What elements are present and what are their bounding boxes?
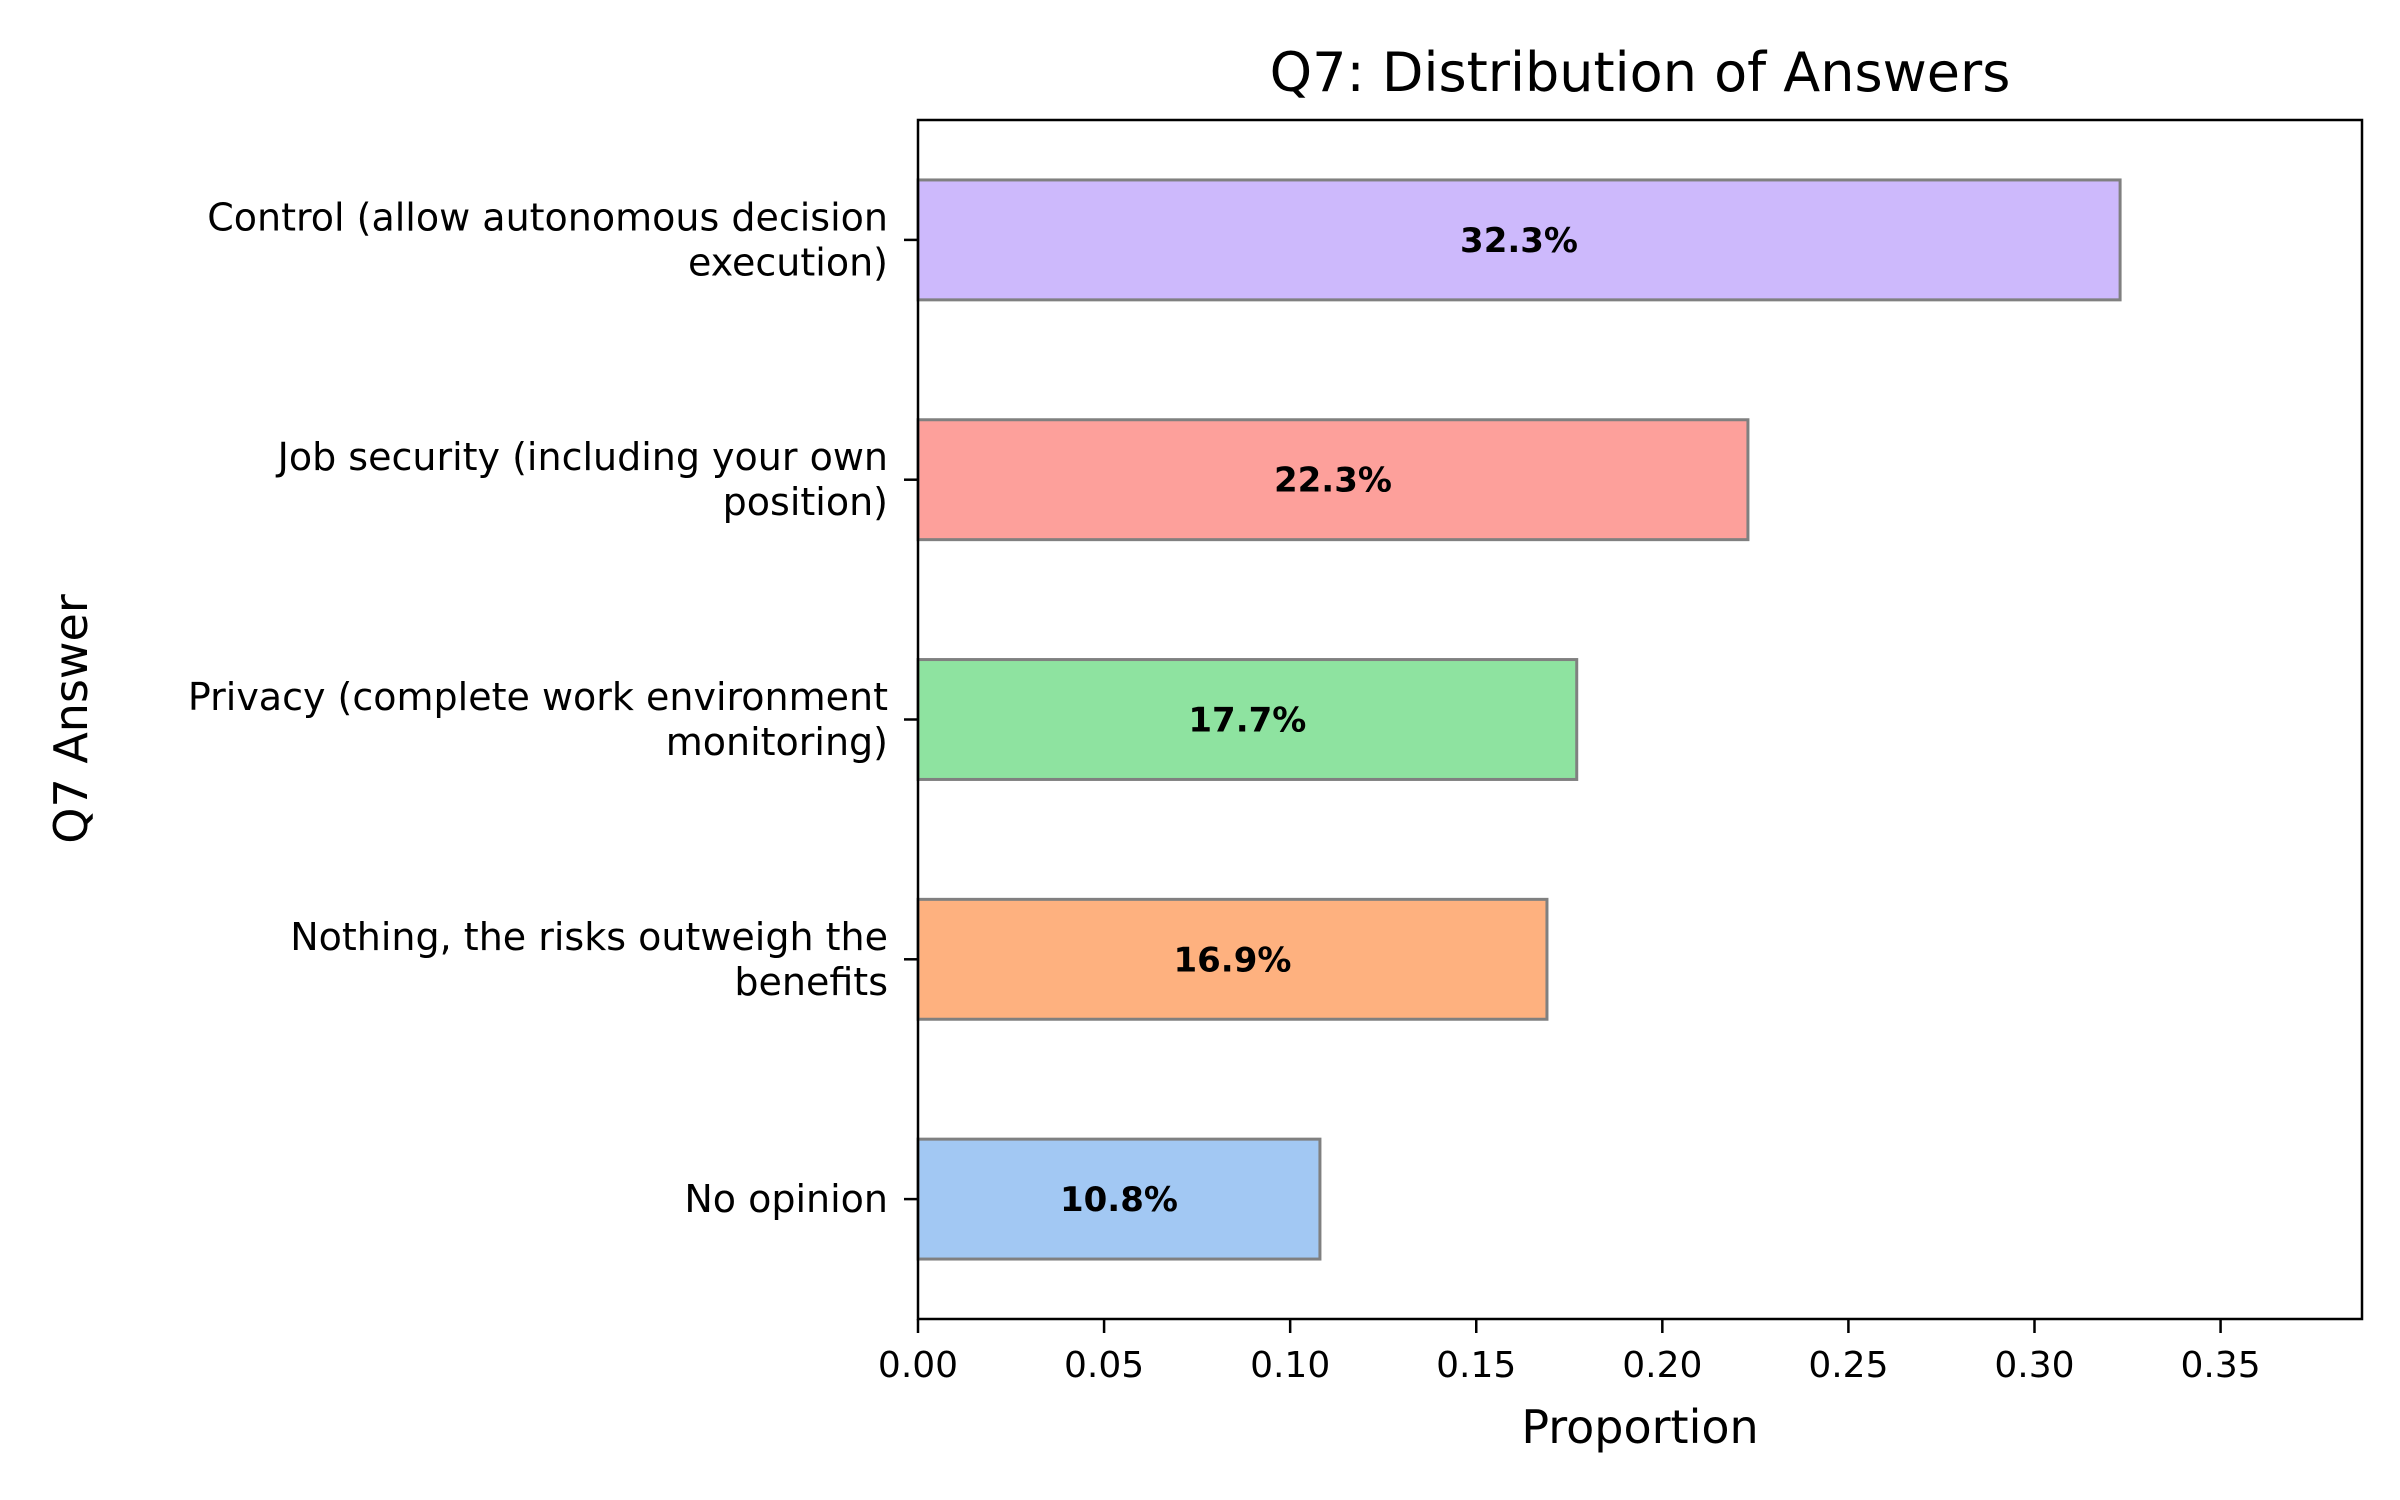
bar	[916, 1137, 1322, 1261]
category-label: Nothing, the risks outweigh the benefits	[290, 915, 888, 1004]
bar-value-label: 17.7%	[1188, 701, 1306, 741]
x-tick-label: 0.05	[1064, 1345, 1144, 1386]
plot-area-frame	[916, 118, 2364, 1321]
x-axis-label: Proportion	[1521, 1400, 1758, 1454]
bar	[916, 658, 1579, 781]
x-tick-label: 0.25	[1808, 1345, 1888, 1386]
bar-value-label: 16.9%	[1173, 940, 1291, 980]
bar	[916, 178, 2122, 302]
category-label: Privacy (complete work environment monito…	[188, 675, 888, 764]
x-tick-label: 0.15	[1436, 1345, 1516, 1386]
x-tick-label: 0.35	[2180, 1345, 2260, 1386]
x-tick-label: 0.20	[1622, 1345, 1702, 1386]
category-label: Job security (including your own position…	[276, 435, 888, 524]
y-axis-label: Q7 Answer	[44, 594, 98, 844]
y-axis-categories: Control (allow autonomous decision execut…	[188, 195, 918, 1221]
bar-value-label: 22.3%	[1274, 461, 1392, 501]
bar-value-label: 32.3%	[1460, 221, 1578, 261]
chart-title: Q7: Distribution of Answers	[1270, 41, 2011, 104]
x-tick-label: 0.00	[878, 1345, 958, 1386]
bars: 32.3% 22.3% 17.7% 16.9% 10.8%	[916, 178, 2122, 1261]
x-axis-ticks: 0.00 0.05 0.10 0.15 0.20 0.25 0.30 0.35	[878, 1319, 2261, 1386]
x-tick-label: 0.30	[1994, 1345, 2074, 1386]
bar	[916, 897, 1549, 1021]
category-label: No opinion	[684, 1177, 888, 1221]
x-tick-label: 0.10	[1250, 1345, 1330, 1386]
category-label: Control (allow autonomous decision execut…	[207, 195, 888, 284]
bar-value-label: 10.8%	[1060, 1180, 1178, 1220]
bar	[916, 418, 1750, 542]
